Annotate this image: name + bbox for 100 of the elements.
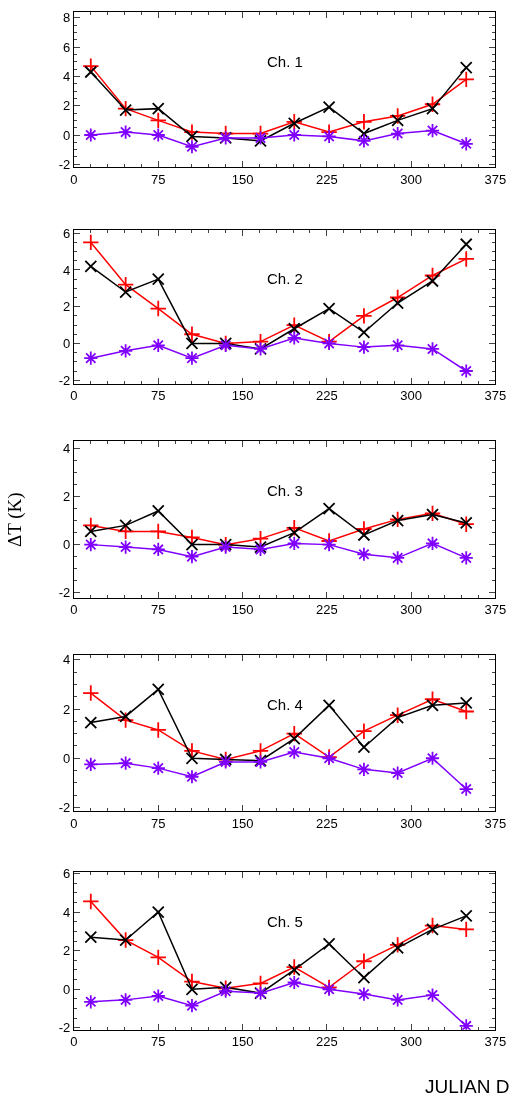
point: [287, 526, 301, 539]
y-tick-label: 2: [63, 98, 71, 114]
point: [218, 983, 234, 999]
point: [457, 70, 475, 88]
point: [287, 963, 301, 977]
point: [183, 325, 201, 343]
point: [423, 266, 442, 285]
point: [286, 330, 302, 346]
y-axis-title: ΔT (K): [4, 492, 27, 548]
x-tick-label: 150: [231, 602, 254, 618]
x-tick-label: 300: [400, 171, 422, 187]
point: [458, 1018, 474, 1030]
point: [150, 127, 166, 143]
point: [185, 337, 199, 350]
point: [149, 299, 167, 318]
point: [426, 923, 439, 936]
point: [423, 916, 442, 935]
point: [151, 504, 165, 518]
point: [184, 998, 200, 1014]
point: [425, 987, 441, 1003]
point: [459, 909, 473, 923]
point: [356, 546, 372, 562]
y-tick-label: 0: [63, 537, 71, 553]
point: [426, 102, 439, 116]
point: [185, 130, 199, 143]
y-tick-label: -2: [58, 1020, 71, 1036]
point: [185, 538, 199, 552]
point: [82, 892, 100, 911]
point: [184, 549, 200, 565]
y-tick-label: 0: [63, 127, 71, 143]
y-tick-label: 4: [63, 652, 71, 668]
annotation: Ch. 3: [267, 482, 303, 499]
x-tick-label: 300: [400, 1034, 422, 1050]
point: [149, 522, 167, 540]
x-tick-label: 225: [316, 815, 338, 831]
point: [286, 744, 302, 760]
point: [83, 127, 99, 143]
y-tick-label: 0: [63, 336, 71, 351]
point: [149, 111, 167, 129]
point: [119, 285, 133, 299]
point: [425, 123, 441, 139]
annotation: Ch. 5: [267, 913, 303, 930]
point: [425, 341, 441, 357]
point: [322, 502, 336, 515]
x-tick-label: 75: [151, 388, 166, 404]
point: [356, 986, 372, 1002]
y-tick-label: -2: [58, 800, 71, 816]
point: [459, 696, 473, 710]
point: [117, 711, 135, 729]
point: [321, 537, 337, 553]
point: [118, 539, 134, 555]
point: [285, 519, 303, 537]
y-tick-label: 4: [63, 440, 71, 456]
point: [286, 535, 302, 551]
point: [83, 756, 99, 772]
point: [185, 751, 199, 765]
point: [459, 237, 473, 251]
point: [390, 765, 406, 781]
y-tick-label: -2: [58, 372, 71, 388]
point: [390, 337, 406, 353]
x-tick-label: 75: [151, 815, 166, 831]
point: [356, 761, 372, 777]
point: [118, 343, 134, 359]
annotation: Ch. 2: [267, 270, 303, 287]
point: [151, 102, 165, 116]
point: [389, 706, 407, 724]
point: [391, 514, 405, 527]
x-tick-label: 75: [151, 171, 166, 187]
annotation: Ch. 1: [267, 53, 303, 70]
point: [149, 721, 167, 739]
point: [185, 982, 199, 996]
point: [457, 250, 475, 268]
point: [151, 682, 165, 696]
x-tick-label: 375: [484, 1034, 507, 1050]
point: [389, 288, 407, 307]
y-tick-label: 2: [63, 299, 71, 315]
point: [391, 296, 405, 310]
point: [151, 905, 165, 919]
point: [426, 698, 439, 712]
point: [391, 113, 405, 127]
point: [355, 113, 373, 131]
point: [286, 127, 302, 143]
y-tick-label: -2: [58, 585, 71, 601]
point: [458, 136, 474, 152]
point: [150, 337, 166, 353]
y-tick-label: 4: [63, 262, 71, 278]
point: [83, 994, 99, 1010]
point: [391, 711, 405, 725]
point: [84, 525, 98, 538]
point: [150, 541, 166, 557]
point: [322, 937, 336, 951]
point: [83, 537, 99, 553]
x-tick-label: 300: [400, 388, 422, 404]
y-tick-label: 4: [63, 68, 71, 84]
point: [151, 272, 165, 286]
point: [425, 750, 441, 766]
point: [150, 760, 166, 776]
point: [458, 550, 474, 566]
point: [390, 550, 406, 566]
x-tick-label: 150: [231, 171, 254, 187]
